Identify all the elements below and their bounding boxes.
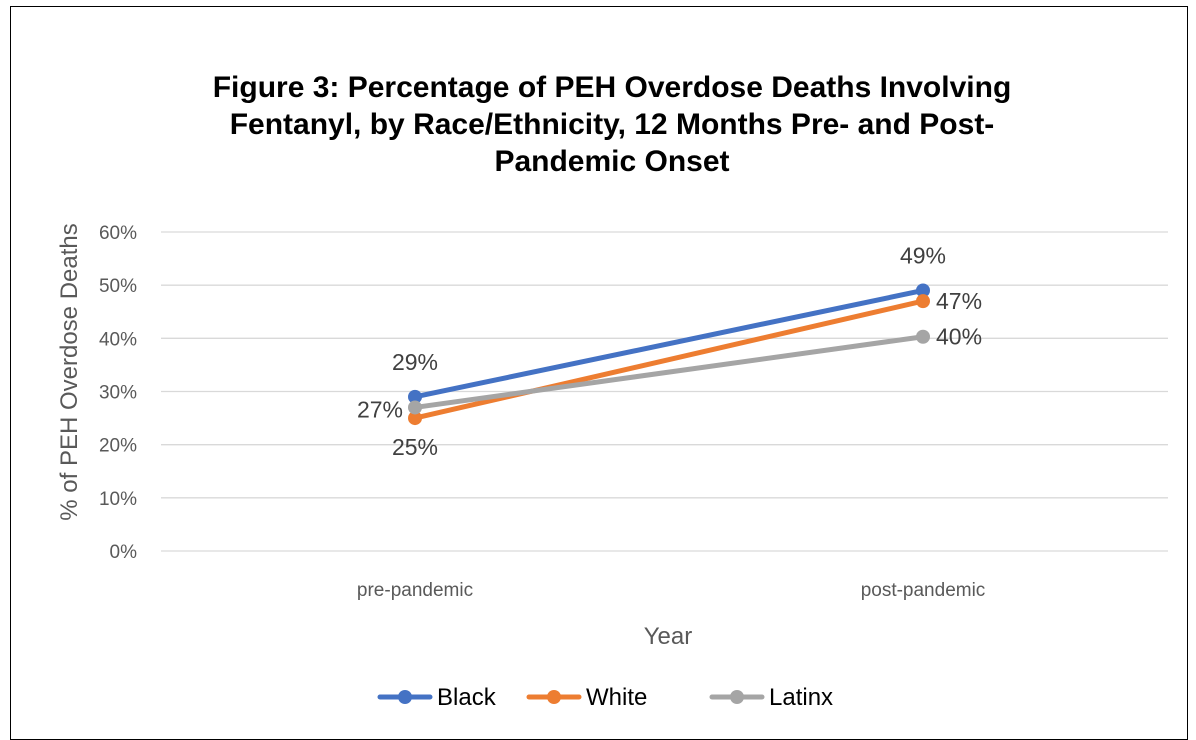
y-axis-title: % of PEH Overdose Deaths bbox=[56, 223, 83, 520]
chart-title-line-3: Pandemic Onset bbox=[494, 145, 729, 178]
data-label-white: 47% bbox=[936, 288, 982, 314]
x-tick-label: post-pandemic bbox=[861, 580, 986, 601]
x-tick-label: pre-pandemic bbox=[357, 580, 473, 601]
x-axis-ticks: pre-pandemic post-pandemic bbox=[357, 580, 985, 601]
y-tick-label: 0% bbox=[110, 542, 138, 563]
data-point-latinx bbox=[408, 400, 422, 415]
data-point-black bbox=[916, 283, 930, 298]
legend-marker-latinx bbox=[730, 690, 744, 704]
chart-frame bbox=[10, 6, 1188, 740]
gridlines bbox=[161, 231, 1168, 552]
legend-label-white: White bbox=[586, 684, 647, 711]
legend-marker-black bbox=[398, 690, 412, 704]
data-point-white bbox=[408, 411, 422, 426]
y-tick-label: 30% bbox=[99, 383, 137, 404]
series-line-black bbox=[412, 287, 926, 400]
series-lines bbox=[408, 283, 930, 426]
y-tick-label: 20% bbox=[99, 436, 137, 457]
data-label-latinx: 40% bbox=[936, 324, 982, 350]
data-label-white: 25% bbox=[392, 434, 438, 460]
legend-label-latinx: Latinx bbox=[769, 684, 833, 711]
data-point-white bbox=[916, 294, 930, 309]
data-labels: 29% 49% 25% 47% 27% 40% bbox=[357, 242, 982, 460]
chart-title: Figure 3: Percentage of PEH Overdose Dea… bbox=[213, 71, 1012, 178]
legend-marker-white bbox=[547, 690, 561, 704]
series-line-latinx bbox=[412, 334, 926, 410]
y-tick-label: 40% bbox=[99, 329, 137, 350]
chart-title-line-2: Fentanyl, by Race/Ethnicity, 12 Months P… bbox=[230, 108, 995, 141]
data-label-latinx: 27% bbox=[357, 396, 403, 422]
chart-title-line-1: Figure 3: Percentage of PEH Overdose Dea… bbox=[213, 71, 1012, 104]
y-tick-label: 50% bbox=[99, 276, 137, 297]
data-label-black: 49% bbox=[900, 242, 946, 268]
data-point-black bbox=[408, 389, 422, 404]
x-axis-title: Year bbox=[644, 623, 693, 650]
y-tick-label: 10% bbox=[99, 489, 137, 510]
y-tick-label: 60% bbox=[99, 223, 137, 244]
legend: Black White Latinx bbox=[377, 684, 833, 711]
data-point-latinx bbox=[916, 329, 930, 344]
legend-label-black: Black bbox=[437, 684, 497, 711]
data-label-black: 29% bbox=[392, 349, 438, 375]
series-line-white bbox=[412, 298, 926, 421]
y-axis-ticks: 0% 10% 20% 30% 40% 50% 60% bbox=[99, 223, 137, 563]
